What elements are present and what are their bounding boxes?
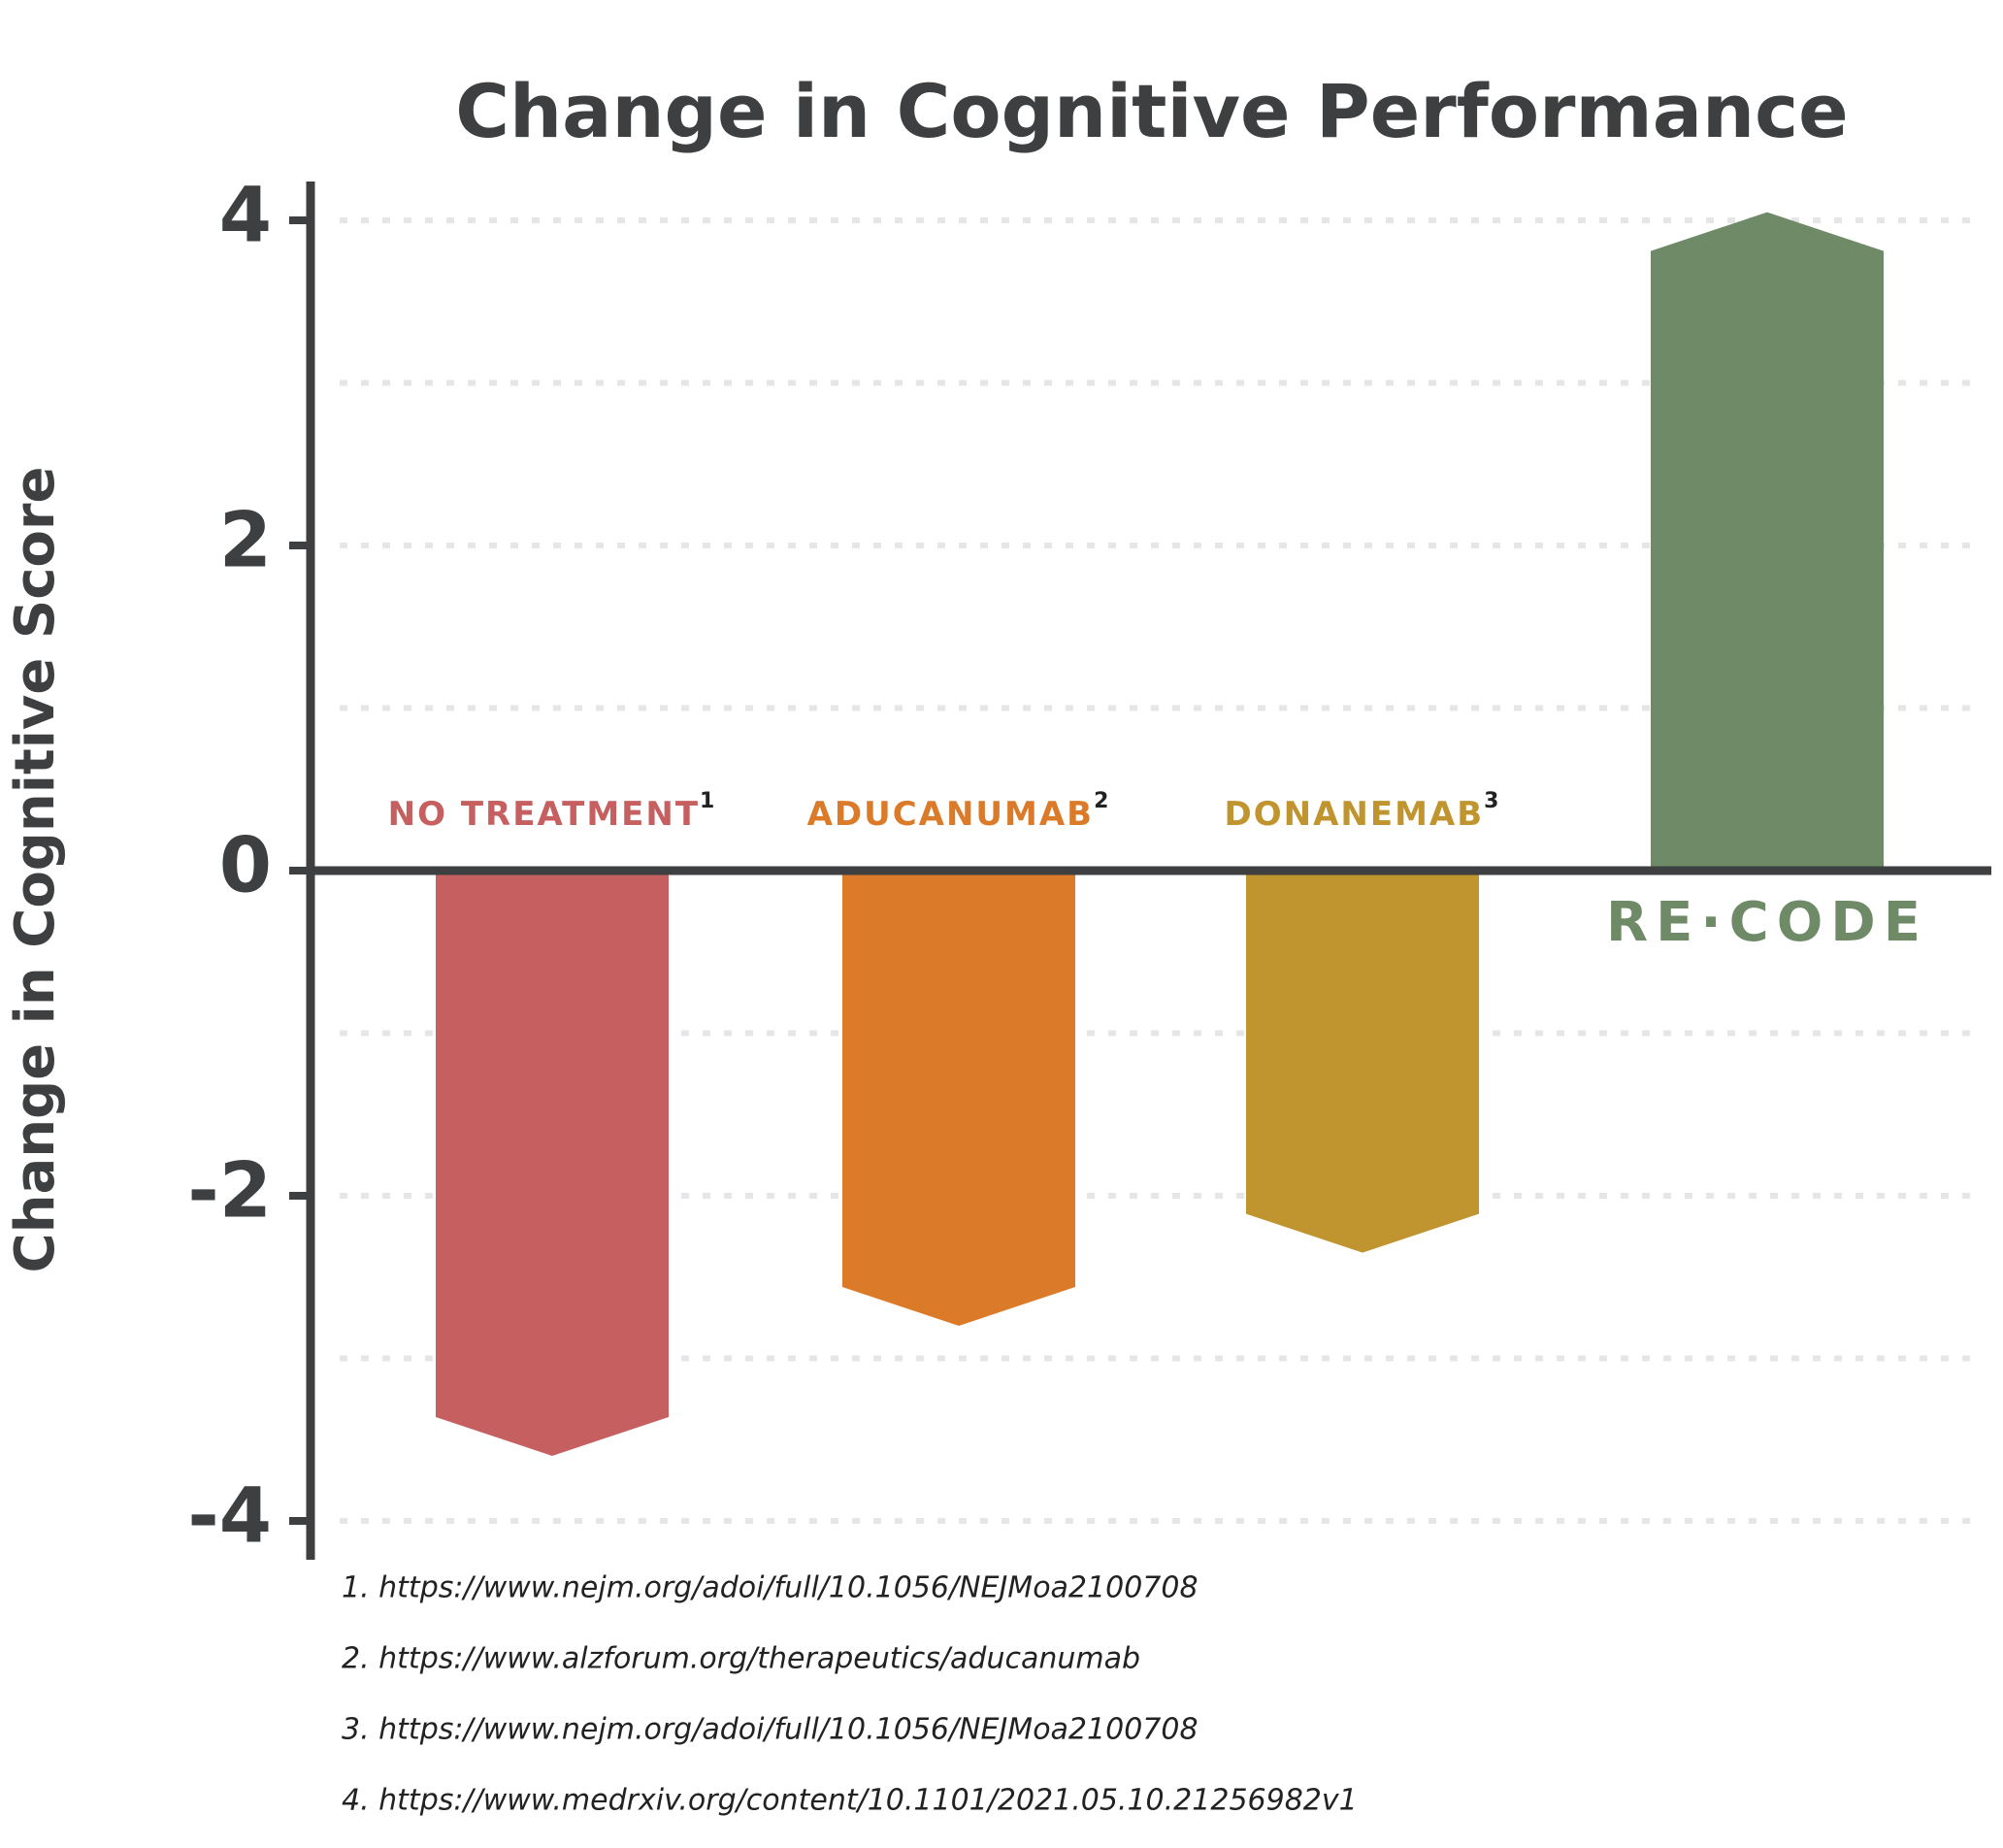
y-tick-label: 2: [219, 497, 272, 584]
bar: [842, 871, 1075, 1326]
y-tick-label: 0: [219, 822, 272, 909]
footnote: 1. https://www.nejm.org/adoi/full/10.105…: [342, 1571, 1199, 1605]
category-label: DONANEMAB3: [1225, 789, 1501, 834]
footnote: 2. https://www.alzforum.org/therapeutics…: [342, 1642, 1140, 1676]
bar: [1651, 212, 1884, 871]
chart-title: Change in Cognitive Performance: [455, 68, 1848, 154]
footnote-ref: 1: [700, 789, 716, 813]
y-tick-label: -2: [187, 1147, 272, 1235]
category-name: RE·CODE: [1606, 891, 1928, 954]
footnote: 4. https://www.medrxiv.org/content/10.11…: [342, 1784, 1358, 1818]
category-label: RE·CODE: [1606, 891, 1928, 954]
category-name: NO TREATMENT: [388, 795, 700, 834]
category-name: ADUCANUMAB: [807, 795, 1095, 834]
y-tick-label: 4: [219, 172, 272, 259]
bar: [1246, 871, 1479, 1253]
category-label: NO TREATMENT1: [388, 789, 717, 834]
bar: [436, 871, 669, 1456]
category-label: ADUCANUMAB2: [807, 789, 1111, 834]
y-tick-label: -4: [187, 1472, 272, 1560]
y-axis-label: Change in Cognitive Score: [4, 466, 67, 1272]
footnote-ref: 3: [1484, 789, 1500, 813]
category-name: DONANEMAB: [1225, 795, 1485, 834]
footnote: 3. https://www.nejm.org/adoi/full/10.105…: [342, 1713, 1199, 1747]
footnote-ref: 2: [1094, 789, 1110, 813]
